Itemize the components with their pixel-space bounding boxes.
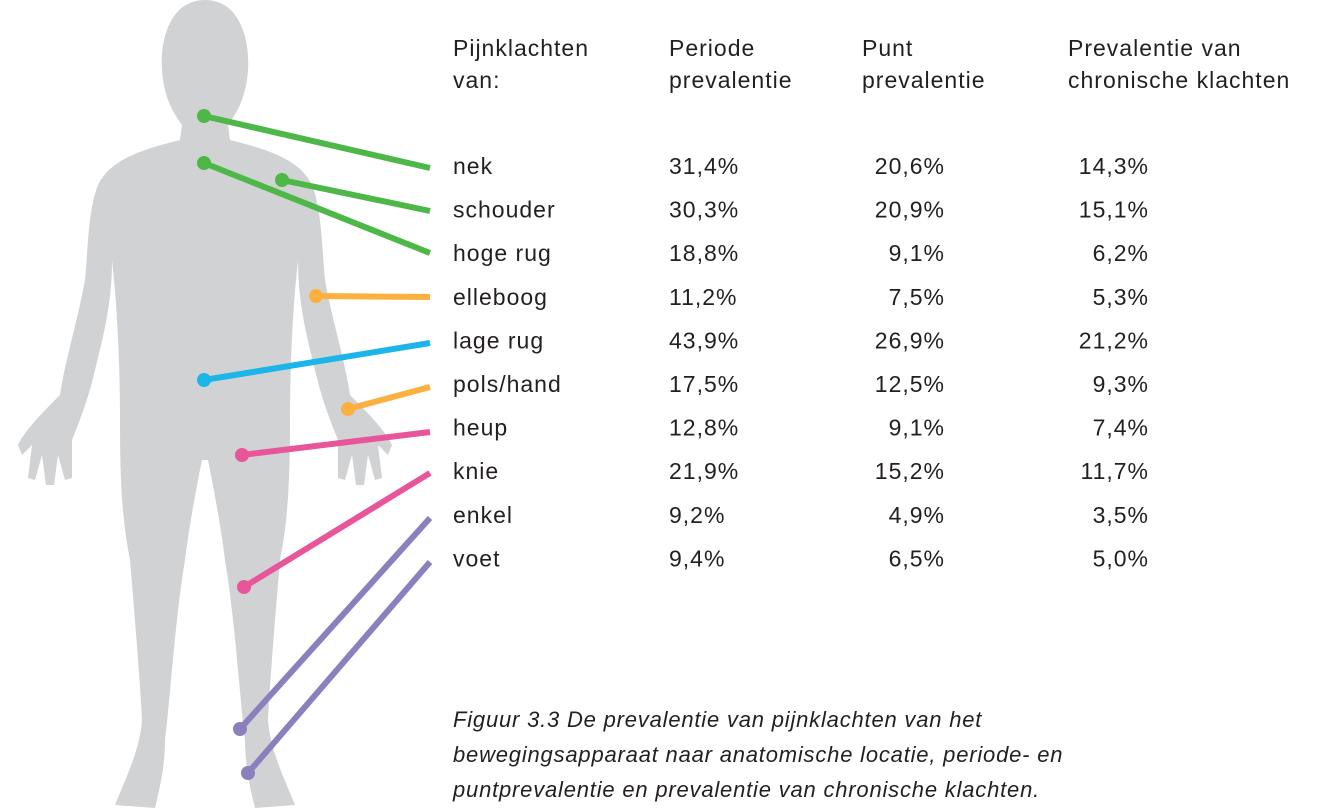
cell-value: 12,8% bbox=[669, 415, 739, 441]
row-label: elleboog bbox=[453, 284, 548, 310]
caption-line: bewegingsapparaat naar anatomische locat… bbox=[453, 742, 1063, 767]
caption-line: Figuur 3.3 De prevalentie van pijnklacht… bbox=[453, 707, 982, 732]
cell-value: 15,1% bbox=[1079, 197, 1149, 223]
cell-value: 3,5% bbox=[1093, 502, 1149, 528]
row-label: knie bbox=[453, 458, 499, 484]
cell-value: 9,2% bbox=[669, 502, 725, 528]
cell-value: 15,2% bbox=[875, 458, 945, 484]
cell-value: 6,5% bbox=[889, 545, 945, 571]
cell-value: 12,5% bbox=[875, 371, 945, 397]
row-label: lage rug bbox=[453, 327, 544, 353]
cell-value: 7,4% bbox=[1093, 415, 1149, 441]
cell-value: 11,2% bbox=[669, 284, 738, 310]
row-label: voet bbox=[453, 545, 500, 571]
cell-value: 11,7% bbox=[1080, 458, 1149, 484]
cell-value: 20,9% bbox=[875, 197, 945, 223]
row-label: pols/hand bbox=[453, 371, 562, 397]
cell-value: 43,9% bbox=[669, 327, 739, 353]
cell-value: 26,9% bbox=[875, 327, 945, 353]
column-header: prevalentie bbox=[862, 67, 986, 93]
column-header: Punt bbox=[862, 35, 913, 61]
cell-value: 4,9% bbox=[889, 502, 945, 528]
cell-value: 18,8% bbox=[669, 240, 739, 266]
cell-value: 21,9% bbox=[669, 458, 739, 484]
row-label: heup bbox=[453, 415, 508, 441]
cell-value: 6,2% bbox=[1093, 240, 1149, 266]
column-header: Pijnklachten bbox=[453, 35, 589, 61]
column-header: van: bbox=[453, 67, 500, 93]
cell-value: 9,4% bbox=[669, 545, 725, 571]
cell-value: 5,0% bbox=[1093, 545, 1149, 571]
column-header: prevalentie bbox=[669, 67, 793, 93]
cell-value: 9,3% bbox=[1093, 371, 1149, 397]
cell-value: 7,5% bbox=[889, 284, 945, 310]
row-label: nek bbox=[453, 153, 493, 179]
cell-value: 9,1% bbox=[889, 415, 945, 441]
column-header: chronische klachten bbox=[1068, 67, 1290, 93]
row-label: enkel bbox=[453, 502, 513, 528]
column-header: Periode bbox=[669, 35, 755, 61]
cell-value: 21,2% bbox=[1079, 327, 1149, 353]
figure: Pijnklachten van: Periode prevalentie Punt pr… bbox=[0, 0, 1339, 812]
row-label: hoge rug bbox=[453, 240, 552, 266]
row-label: schouder bbox=[453, 197, 556, 223]
cell-value: 17,5% bbox=[669, 371, 739, 397]
column-header: Prevalentie van bbox=[1068, 35, 1242, 61]
caption-line: puntprevalentie en prevalentie van chron… bbox=[452, 777, 1040, 802]
cell-value: 30,3% bbox=[669, 197, 739, 223]
cell-value: 14,3% bbox=[1079, 153, 1149, 179]
cell-value: 20,6% bbox=[875, 153, 945, 179]
cell-value: 31,4% bbox=[669, 153, 739, 179]
cell-value: 5,3% bbox=[1093, 284, 1149, 310]
cell-value: 9,1% bbox=[889, 240, 945, 266]
